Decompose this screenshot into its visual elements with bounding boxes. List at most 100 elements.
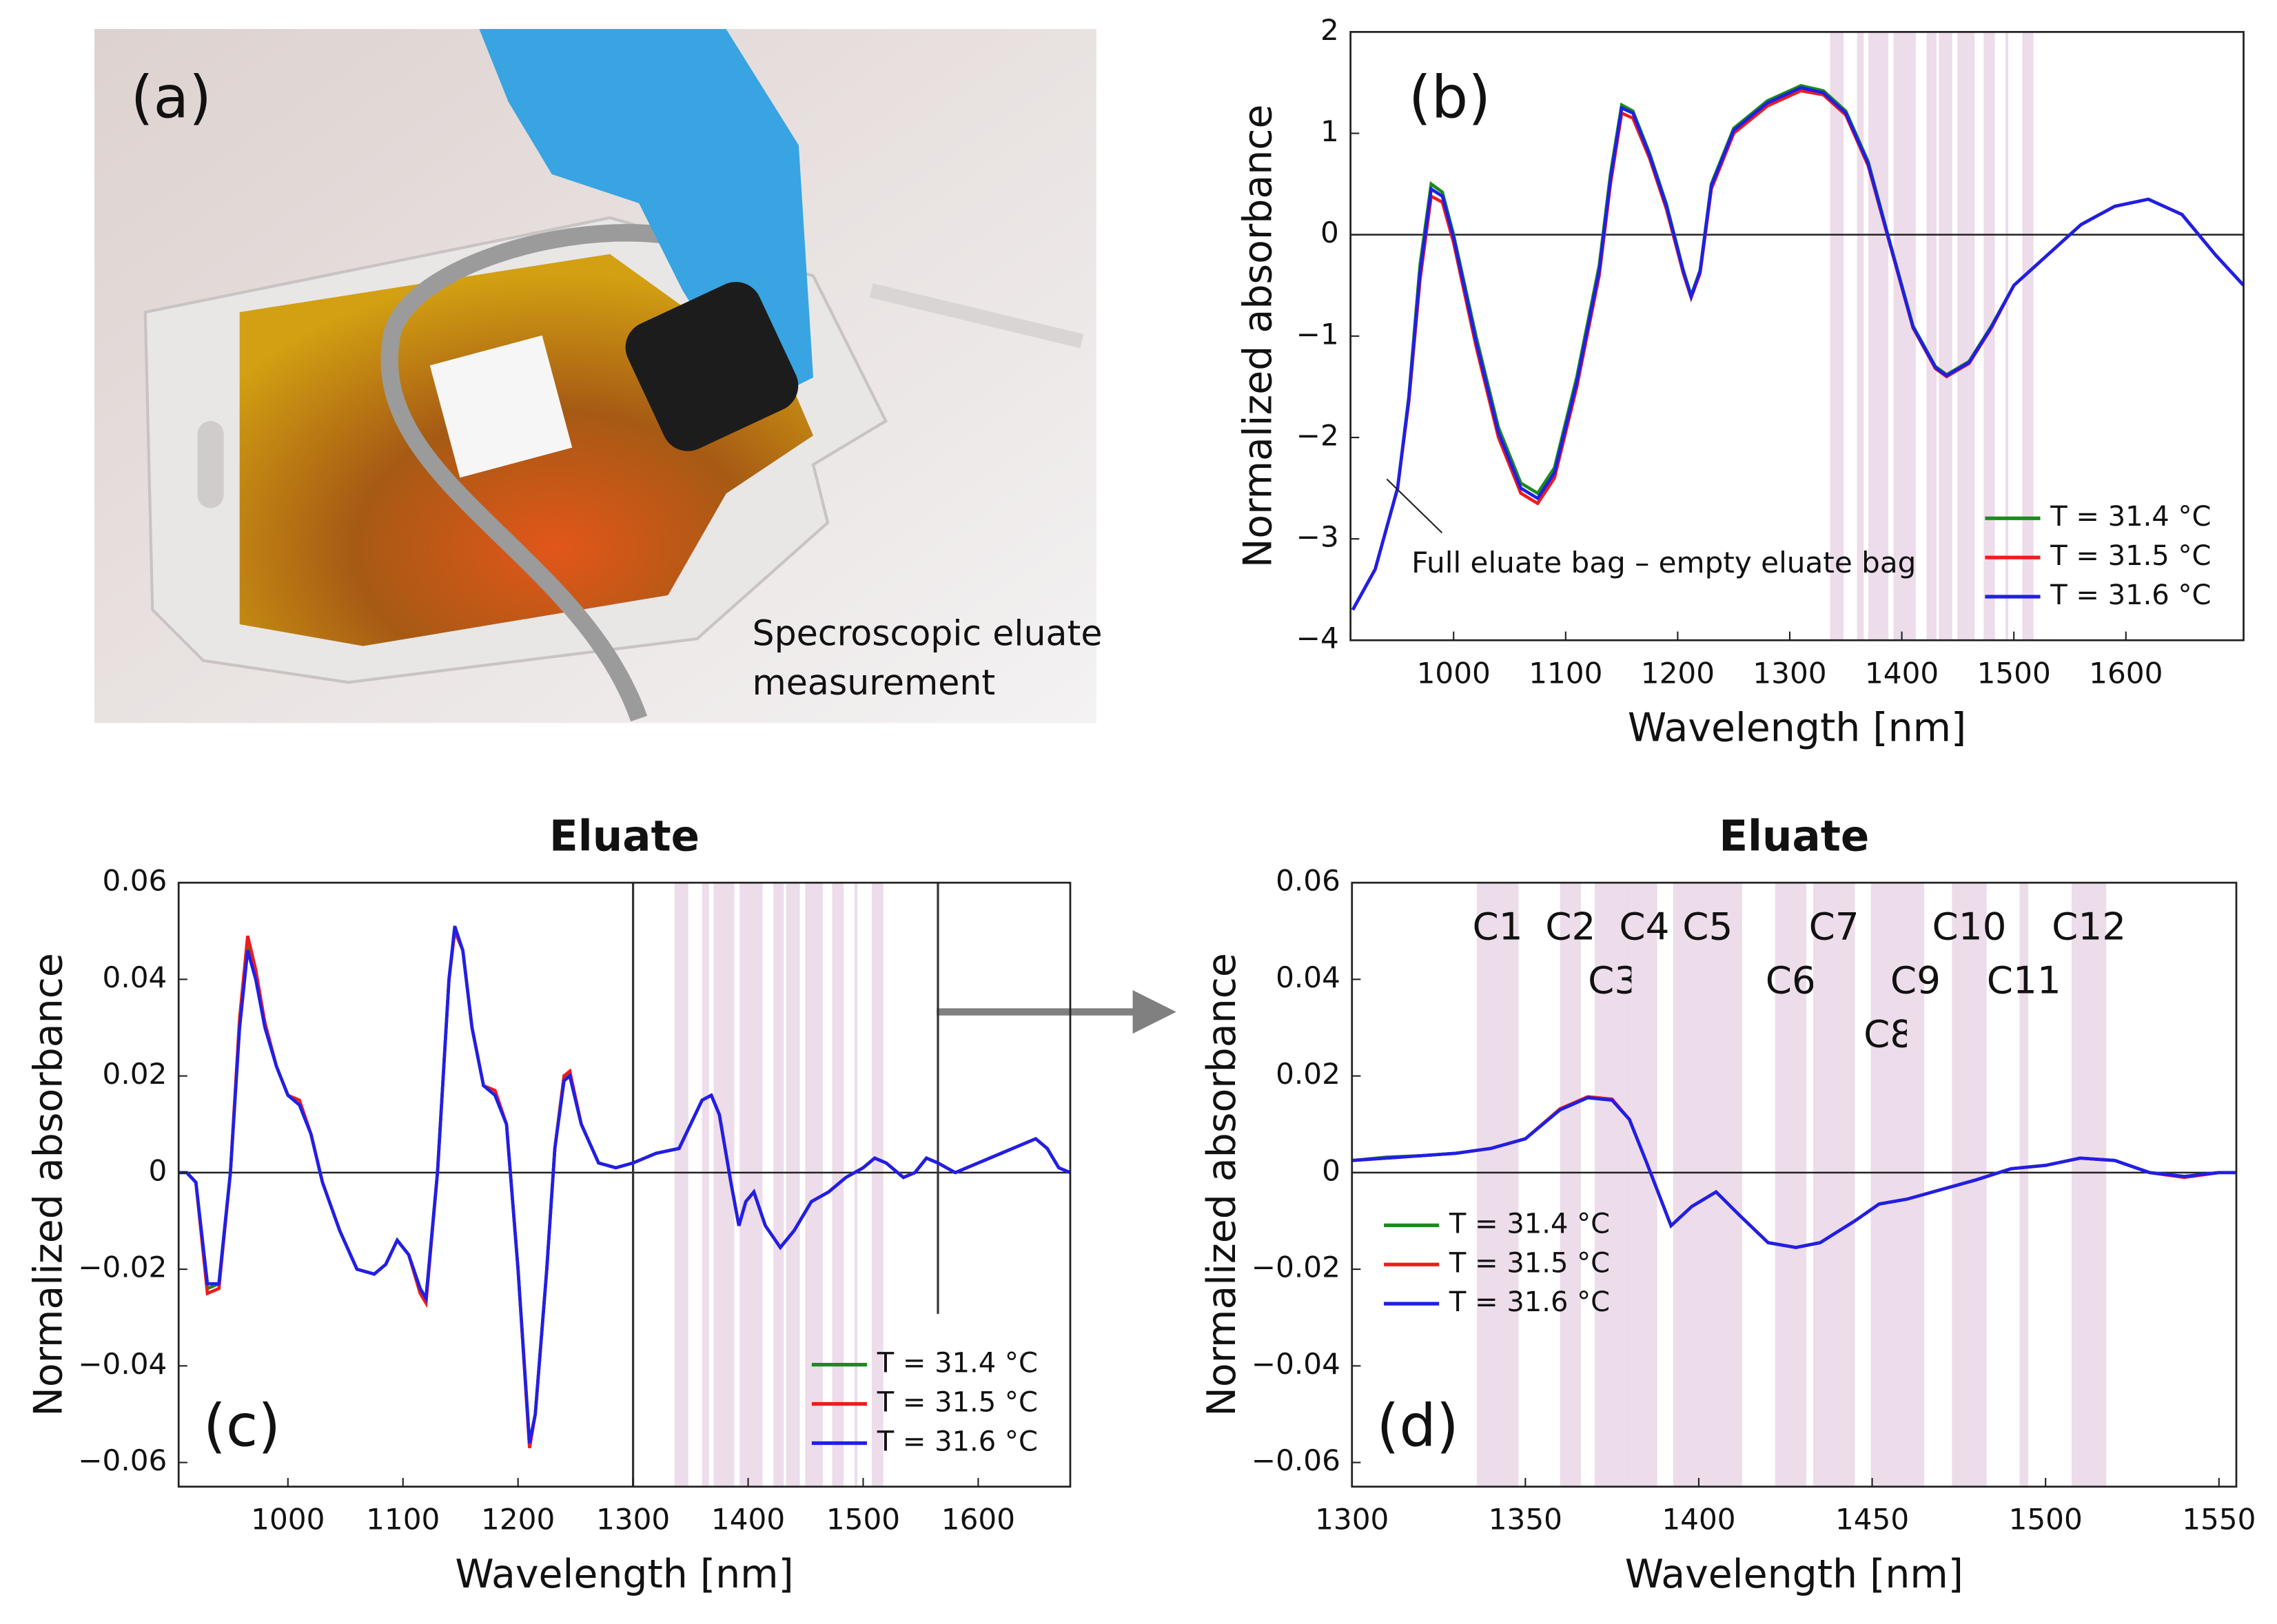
band	[713, 883, 726, 1487]
band	[1813, 883, 1855, 1487]
y-tick-label: −0.06	[1252, 1443, 1340, 1477]
band-label: C7	[1809, 905, 1859, 949]
band	[1595, 883, 1632, 1487]
photo-caption: measurement	[753, 662, 996, 703]
band	[805, 883, 817, 1487]
legend-label: T = 31.5 °C	[1449, 1247, 1610, 1279]
legend-label: T = 31.4 °C	[877, 1348, 1038, 1379]
cable	[380, 224, 762, 722]
x-tick-label: 1200	[481, 1503, 555, 1536]
x-axis-label: Wavelength [nm]	[455, 1552, 793, 1597]
band	[1830, 32, 1844, 641]
bag-sticker	[429, 335, 573, 478]
x-tick-label: 1000	[251, 1503, 325, 1536]
y-tick-label: 0.06	[1276, 864, 1340, 898]
band-label: C4	[1619, 905, 1669, 949]
y-tick-label: 0.06	[103, 864, 167, 898]
band	[786, 883, 800, 1487]
band	[1893, 32, 1916, 641]
band	[773, 883, 784, 1487]
band	[1673, 883, 1742, 1487]
y-tick-label: 0.02	[103, 1057, 167, 1091]
band-label: C5	[1682, 905, 1733, 949]
band-label: C12	[2052, 905, 2126, 949]
band-label: C3	[1588, 958, 1638, 1003]
band	[1983, 32, 1995, 641]
x-axis-label: Wavelength [nm]	[1628, 705, 1966, 750]
band	[854, 883, 858, 1487]
band	[739, 883, 763, 1487]
y-tick-label: −0.04	[78, 1347, 167, 1381]
annotation-leader	[1386, 478, 1443, 534]
legend-label: T = 31.5 °C	[877, 1387, 1038, 1419]
legend-label: T = 31.5 °C	[2050, 540, 2211, 572]
y-tick-label: 0	[1320, 216, 1339, 249]
y-tick-label: 0.04	[1276, 960, 1340, 994]
y-axis-label: Normalized absorbance	[1236, 104, 1281, 568]
x-tick-label: 1500	[826, 1503, 900, 1536]
band	[1560, 883, 1581, 1487]
band	[1969, 32, 1975, 641]
band-label: C6	[1766, 958, 1816, 1003]
panel-label: (a)	[131, 63, 212, 131]
y-axis-label: Normalized absorbance	[25, 953, 71, 1417]
band	[1857, 32, 1864, 641]
band-label: C11	[1987, 958, 2061, 1003]
y-tick-label: −0.04	[1252, 1347, 1340, 1381]
band	[872, 883, 884, 1487]
bag-hole	[197, 421, 224, 508]
band	[1957, 32, 1970, 641]
y-tick-label: −0.06	[78, 1443, 167, 1477]
band-label: C10	[1932, 905, 2007, 949]
band	[1476, 883, 1519, 1487]
annotation: Full eluate bag – empty eluate bag	[1411, 546, 1916, 579]
band-label: C1	[1473, 905, 1523, 949]
x-tick-label: 1200	[1641, 656, 1715, 690]
band-label: C8	[1864, 1012, 1914, 1056]
panel-label: (d)	[1377, 1392, 1459, 1459]
band	[1939, 32, 1952, 641]
legend-label: T = 31.4 °C	[1449, 1208, 1610, 1240]
band	[1906, 883, 1925, 1487]
panel-label: (c)	[203, 1392, 280, 1459]
y-tick-label: 0.02	[1276, 1057, 1340, 1091]
x-tick-label: 1100	[366, 1503, 440, 1536]
band-label: C9	[1890, 958, 1941, 1003]
legend-label: T = 31.6 °C	[877, 1426, 1038, 1457]
y-tick-label: 0.04	[103, 960, 167, 994]
x-tick-label: 1550	[2182, 1503, 2256, 1536]
band	[1868, 32, 1881, 641]
band	[1775, 883, 1806, 1487]
y-tick-label: −2	[1296, 418, 1339, 452]
x-tick-label: 1600	[2089, 656, 2163, 690]
plot-frame	[177, 881, 1072, 1488]
probe	[625, 282, 799, 451]
zoom-arrow-head	[1132, 990, 1176, 1034]
band	[1631, 883, 1657, 1487]
x-axis-label: Wavelength [nm]	[1625, 1552, 1963, 1597]
series-line	[178, 925, 1071, 1444]
band	[1870, 883, 1907, 1487]
y-tick-label: −0.02	[1252, 1251, 1340, 1284]
y-tick-label: −3	[1296, 520, 1339, 554]
y-tick-label: −1	[1296, 317, 1339, 351]
band	[817, 883, 824, 1487]
y-tick-label: 0	[149, 1153, 167, 1187]
x-tick-label: 1300	[1753, 656, 1826, 690]
x-tick-label: 1600	[941, 1503, 1015, 1536]
tube	[869, 283, 1084, 349]
x-tick-label: 1100	[1529, 656, 1602, 690]
y-tick-label: 2	[1320, 13, 1339, 47]
chart-title: Eluate	[1719, 812, 1869, 861]
y-tick-label: 1	[1320, 114, 1339, 148]
band	[1880, 32, 1889, 641]
x-tick-label: 1000	[1417, 656, 1491, 690]
x-tick-label: 1400	[1865, 656, 1939, 690]
plot: 1000 1100 1200 1300 1400 1500 1600 0.06 0.04 0.02…	[25, 812, 1072, 1597]
band	[1926, 32, 1937, 641]
x-tick-label: 1300	[596, 1503, 670, 1536]
x-tick-label: 1400	[1662, 1503, 1735, 1536]
x-tick-label: 1400	[711, 1503, 785, 1536]
